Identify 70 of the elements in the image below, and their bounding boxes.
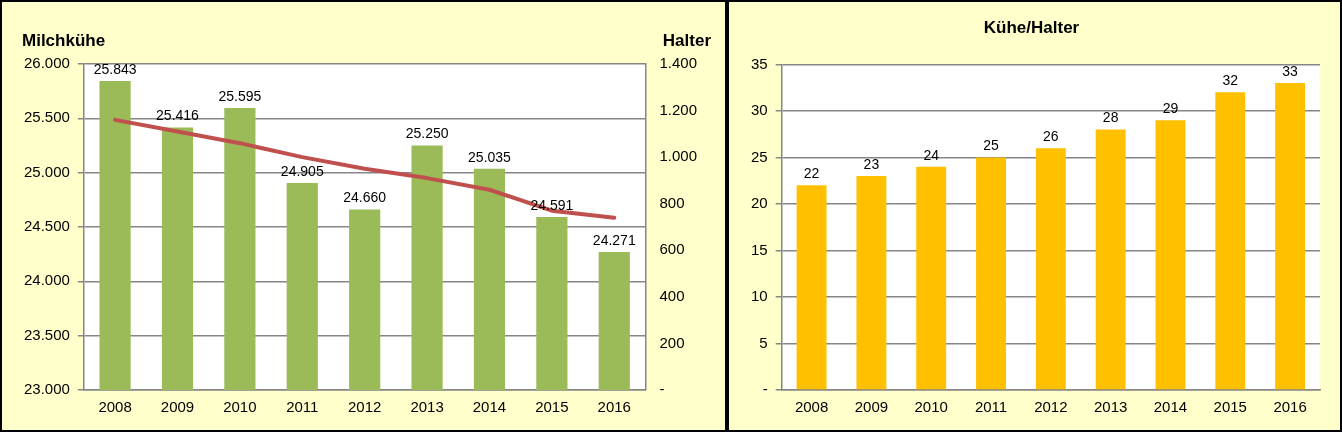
data-label: 28 [1102, 109, 1119, 126]
bar [796, 185, 827, 390]
bar [916, 166, 947, 390]
data-label: 23 [863, 155, 880, 172]
bar [1155, 120, 1186, 390]
x-tick-label: 2012 [1034, 398, 1068, 416]
x-tick-label: 2013 [1093, 398, 1128, 416]
y2-tick-label: 1.400 [659, 54, 698, 72]
y-tick-label: 25.500 [23, 108, 70, 126]
data-label: 25.595 [218, 87, 262, 104]
x-tick-label: 2008 [794, 398, 829, 416]
x-tick-label: 2016 [597, 398, 631, 416]
y-tick-label: 30 [751, 101, 768, 119]
data-label: 24.271 [592, 231, 636, 248]
data-label: 24 [923, 146, 940, 163]
data-label: 22 [803, 165, 820, 182]
data-label: 25.843 [93, 60, 137, 77]
y-tick-label: 10 [751, 287, 768, 305]
x-tick-label: 2011 [974, 398, 1008, 416]
bar [1215, 92, 1246, 390]
x-tick-label: 2014 [472, 398, 507, 416]
bar [1095, 129, 1126, 390]
bar [976, 157, 1006, 390]
x-tick-label: 2015 [1213, 398, 1247, 416]
bar [1275, 83, 1306, 390]
data-label: 25.250 [405, 125, 449, 142]
x-tick-label: 2013 [410, 398, 444, 416]
y-tick-label: - [762, 380, 768, 398]
y2-tick-label: 600 [659, 240, 685, 258]
y-tick-label: 5 [759, 333, 768, 351]
data-label: 26 [1043, 127, 1059, 144]
y2-axis-title: Halter [662, 31, 712, 51]
x-tick-label: 2009 [160, 398, 195, 416]
data-label: 32 [1222, 72, 1239, 89]
y-tick-label: 23.500 [23, 325, 70, 343]
x-tick-label: 2012 [347, 398, 382, 416]
y-tick-label: 26.000 [23, 54, 70, 72]
x-tick-label: 2009 [854, 398, 889, 416]
data-label: 29 [1162, 100, 1179, 117]
y-tick-label: 25.000 [23, 162, 70, 180]
y-tick-label: 24.500 [23, 217, 70, 235]
y-tick-label: 15 [751, 240, 768, 258]
y-tick-label: 25 [751, 147, 768, 165]
x-tick-label: 2016 [1273, 398, 1307, 416]
y2-tick-label: - [659, 380, 665, 398]
x-tick-label: 2010 [223, 398, 257, 416]
bar [856, 176, 887, 390]
y-axis-title: Milchkühe [22, 31, 106, 51]
x-tick-label: 2011 [286, 398, 319, 416]
y-tick-label: 20 [751, 194, 768, 212]
data-label: 25.035 [468, 148, 512, 165]
y-tick-label: 23.000 [23, 380, 70, 398]
y2-tick-label: 800 [659, 193, 685, 211]
data-label: 24.905 [280, 162, 324, 179]
y-tick-label: 35 [751, 54, 768, 72]
data-label: 24.660 [343, 189, 387, 206]
x-tick-label: 2008 [98, 398, 132, 416]
y2-tick-label: 1.200 [659, 100, 698, 118]
x-tick-label: 2010 [914, 398, 948, 416]
bar [1035, 148, 1066, 390]
data-label: 25 [983, 137, 1000, 154]
y2-tick-label: 400 [659, 287, 685, 304]
x-tick-label: 2015 [535, 398, 569, 416]
y2-tick-label: 200 [659, 333, 685, 351]
x-tick-label: 2014 [1153, 398, 1188, 416]
data-label: 33 [1282, 62, 1299, 79]
y2-tick-label: 1.000 [659, 147, 698, 165]
chart-title: Kühe/Halter [983, 17, 1080, 37]
data-label: 25.416 [156, 107, 200, 124]
y-tick-label: 24.000 [23, 271, 70, 289]
